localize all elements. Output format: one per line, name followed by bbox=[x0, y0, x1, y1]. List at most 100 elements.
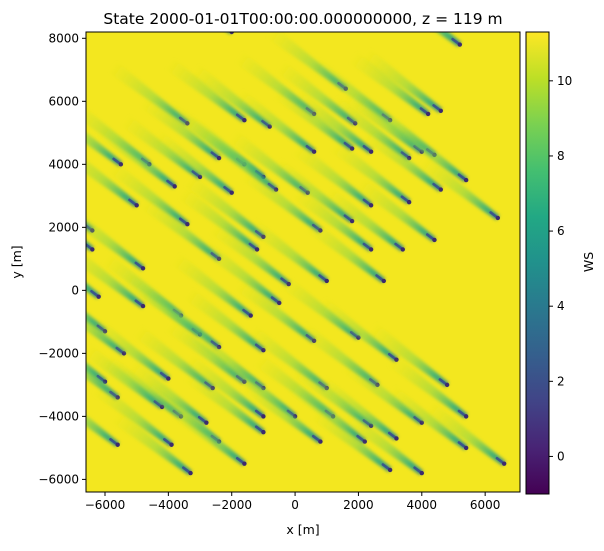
turbine-marker bbox=[324, 278, 329, 284]
near-wake bbox=[270, 296, 279, 303]
near-wake bbox=[96, 375, 105, 382]
near-wake bbox=[254, 343, 263, 351]
turbine-marker bbox=[457, 42, 463, 47]
wake bbox=[183, 369, 266, 435]
wake bbox=[170, 252, 253, 318]
turbine-marker bbox=[438, 108, 444, 113]
wake-trail bbox=[86, 240, 94, 252]
wake-trail bbox=[170, 252, 253, 318]
turbine-marker bbox=[140, 303, 146, 309]
turbine-marker bbox=[432, 237, 437, 243]
wake-trail bbox=[303, 218, 386, 283]
turbine-marker bbox=[349, 218, 355, 224]
near-wake bbox=[134, 299, 143, 306]
turbine-marker bbox=[140, 266, 146, 271]
wake-trail bbox=[126, 359, 208, 425]
turbine-marker bbox=[242, 461, 247, 466]
wake bbox=[341, 359, 424, 425]
wake bbox=[360, 126, 444, 192]
near-wake bbox=[254, 409, 263, 417]
near-wake bbox=[432, 104, 441, 111]
wake bbox=[88, 315, 171, 381]
wake bbox=[272, 85, 355, 151]
near-wake bbox=[109, 438, 117, 445]
turbine-marker bbox=[501, 461, 507, 466]
wake-trail bbox=[91, 382, 174, 447]
wake-trail bbox=[183, 287, 265, 353]
wake-trail bbox=[240, 167, 322, 233]
x-tick-label: −2000 bbox=[211, 498, 252, 512]
wake bbox=[86, 255, 146, 309]
wake bbox=[354, 177, 437, 243]
wake bbox=[386, 117, 469, 183]
near-wake bbox=[210, 340, 219, 347]
turbine-marker bbox=[216, 155, 222, 161]
wake-trail bbox=[386, 117, 468, 183]
turbine-marker bbox=[425, 111, 431, 117]
wake bbox=[303, 218, 386, 284]
near-wake bbox=[362, 198, 371, 206]
near-wake bbox=[197, 415, 206, 423]
turbine-marker bbox=[368, 149, 374, 154]
colorbar-tick-label: 4 bbox=[557, 299, 565, 313]
turbine-marker bbox=[349, 146, 355, 151]
near-wake bbox=[166, 179, 175, 187]
wake-trail bbox=[234, 278, 316, 343]
wake bbox=[386, 385, 469, 451]
wake-trail bbox=[417, 155, 500, 220]
x-tick-label: −4000 bbox=[148, 498, 189, 512]
turbine-marker bbox=[121, 351, 127, 356]
near-wake bbox=[381, 463, 390, 470]
near-wake bbox=[153, 400, 162, 407]
turbine-marker bbox=[261, 348, 266, 353]
near-wake bbox=[112, 157, 121, 165]
wake-trail bbox=[291, 186, 373, 252]
turbine-marker bbox=[134, 203, 139, 208]
wake bbox=[291, 186, 374, 252]
x-tick-label: 6000 bbox=[470, 498, 501, 512]
wake bbox=[189, 63, 272, 129]
wake-trail bbox=[386, 353, 468, 419]
wake-trail bbox=[107, 161, 189, 227]
colorbar bbox=[525, 31, 550, 495]
near-wake bbox=[413, 466, 422, 473]
wake bbox=[110, 410, 193, 476]
x-tick-label: 2000 bbox=[343, 498, 374, 512]
wake bbox=[322, 186, 405, 252]
wake-trail bbox=[246, 218, 329, 283]
near-wake bbox=[495, 456, 504, 464]
wake bbox=[86, 415, 120, 447]
turbine-marker bbox=[229, 32, 234, 35]
near-wake bbox=[318, 274, 327, 281]
wake bbox=[151, 129, 234, 195]
wake-trail bbox=[329, 139, 411, 205]
wake bbox=[234, 89, 317, 154]
x-tick-label: 4000 bbox=[407, 498, 438, 512]
wake-trail bbox=[94, 123, 177, 189]
x-tick-label: 0 bbox=[291, 498, 299, 512]
near-wake bbox=[457, 409, 466, 417]
near-wake bbox=[248, 242, 257, 250]
turbine-marker bbox=[169, 442, 174, 447]
wake bbox=[284, 378, 367, 444]
wake-trail bbox=[164, 57, 246, 123]
near-wake bbox=[115, 346, 124, 354]
wake bbox=[436, 32, 463, 47]
wake-trail bbox=[88, 315, 170, 381]
y-tick-label: −6000 bbox=[38, 472, 79, 486]
near-wake bbox=[457, 441, 466, 448]
wake-trail bbox=[183, 369, 265, 435]
near-wake bbox=[362, 145, 371, 152]
wake bbox=[86, 240, 95, 252]
wake-trail bbox=[316, 375, 398, 441]
wake bbox=[164, 57, 247, 123]
colorbar-label: WS bbox=[581, 252, 596, 272]
near-wake bbox=[134, 261, 143, 269]
wake bbox=[199, 240, 282, 306]
turbine-marker bbox=[197, 174, 203, 180]
wake bbox=[291, 89, 374, 154]
turbine-marker bbox=[188, 470, 193, 476]
near-wake bbox=[387, 431, 396, 439]
turbine-marker bbox=[368, 203, 374, 208]
